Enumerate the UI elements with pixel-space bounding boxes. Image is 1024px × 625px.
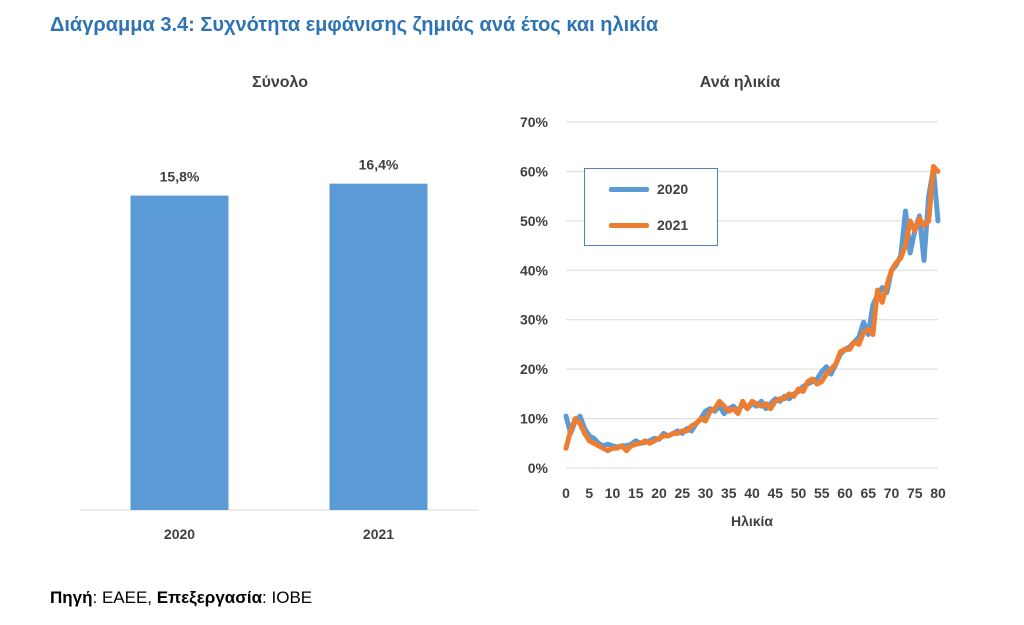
y-tick-label-50%: 50% [520,213,549,229]
x-tick-label-35: 35 [721,485,737,501]
x-tick-label-65: 65 [860,485,876,501]
x-axis-title: Ηλικία [731,513,773,529]
legend-item-2021: 2021 [609,217,688,233]
y-tick-label-20%: 20% [520,361,549,377]
bar-data-label-2021: 16,4% [359,157,399,173]
bar-chart: 15,8% 2020 16,4% 2021 [80,157,478,542]
bar-chart-title: Σύνολο [251,74,309,91]
y-tick-label-30%: 30% [520,312,549,328]
legend-swatch-2020 [609,186,649,192]
legend-item-2020: 2020 [609,181,688,197]
x-tick-label-80: 80 [930,485,946,501]
line-chart: 0% 10% 20% 30% 40% 50% 60% 70% 0 5 10 15 20 25 30 35 40 4… [520,114,946,529]
source-label: Πηγή [50,588,93,607]
x-tick-label-40: 40 [744,485,760,501]
x-tick-label-20: 20 [651,485,667,501]
x-tick-label-45: 45 [767,485,783,501]
processing-label: Επεξεργασία [156,588,263,607]
source-value: : ΕΑΕΕ, [92,588,157,607]
x-tick-label-0: 0 [562,485,570,501]
x-tick-label-70: 70 [884,485,900,501]
y-tick-label-60%: 60% [520,163,549,179]
x-tick-label-55: 55 [814,485,830,501]
line-chart-legend: 2020 2021 [584,168,718,246]
line-chart-title: Ανά ηλικία [699,74,781,91]
y-tick-label-0%: 0% [528,460,549,476]
x-tick-label-75: 75 [907,485,923,501]
bar-category-label-2021: 2021 [363,526,394,542]
x-tick-label-30: 30 [698,485,714,501]
y-tick-label-70%: 70% [520,114,549,130]
x-tick-label-50: 50 [791,485,807,501]
legend-swatch-2021 [609,222,649,228]
bar-category-label-2020: 2020 [164,526,195,542]
y-tick-label-40%: 40% [520,262,549,278]
x-tick-label-5: 5 [585,485,593,501]
y-tick-label-10%: 10% [520,411,549,427]
page-title: Διάγραμμα 3.4: Συχνότητα εμφάνισης ζημιά… [50,14,659,36]
processing-value: : ΙΟΒΕ [262,588,313,607]
x-tick-label-60: 60 [837,485,853,501]
legend-label-2020: 2020 [657,181,689,197]
x-tick-label-10: 10 [605,485,621,501]
x-tick-label-15: 15 [628,485,644,501]
series-line-2021 [563,164,941,454]
x-tick-label-25: 25 [674,485,690,501]
bar-2020 [130,195,229,510]
bar-2021 [329,183,428,510]
bar-data-label-2020: 15,8% [160,169,200,185]
legend-label-2021: 2021 [657,217,689,233]
source-note: Πηγή: ΕΑΕΕ, Επεξεργασία: ΙΟΒΕ [50,588,312,608]
